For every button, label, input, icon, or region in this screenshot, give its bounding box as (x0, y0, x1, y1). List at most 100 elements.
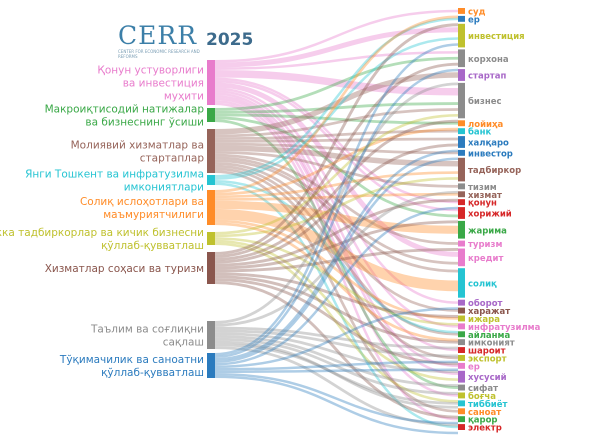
sankey-link (214, 237, 459, 326)
logo-wordmark: CERR (118, 21, 198, 50)
sankey-link (214, 129, 459, 140)
sankey-link (214, 239, 459, 381)
sankey-link (214, 77, 459, 204)
target-node (458, 157, 465, 182)
sankey-link (214, 9, 459, 63)
target-label: айланма (468, 331, 510, 341)
sankey-link (214, 157, 459, 363)
sankey-link (214, 164, 459, 336)
sankey-link (214, 108, 459, 138)
source-label-s8: Тўқимачилик ва саноатни қўллаб-қувватлаш (59, 354, 204, 379)
target-label: хусусий (468, 373, 507, 383)
sankey-link (214, 375, 459, 435)
sankey-link (214, 346, 459, 427)
target-label: суд (468, 7, 486, 17)
sankey-link (214, 281, 459, 419)
sankey-link (214, 368, 459, 373)
source-node-s7 (207, 321, 215, 349)
target-node (458, 23, 465, 48)
sankey-link (214, 206, 459, 366)
target-node (458, 8, 465, 14)
sankey-link (214, 100, 459, 397)
source-node-s5 (207, 232, 215, 245)
target-node (458, 82, 465, 119)
target-label: оборот (468, 298, 503, 309)
target-node (458, 191, 465, 198)
sankey-link (214, 329, 459, 358)
sankey-link (214, 332, 459, 374)
target-node (458, 392, 465, 399)
sankey-links (214, 9, 459, 435)
sankey-link (214, 127, 459, 196)
sankey-link (214, 242, 459, 403)
sankey-link (214, 56, 459, 111)
sankey-link (214, 70, 459, 96)
target-label: электр (468, 424, 502, 434)
sankey-link (214, 102, 459, 421)
target-label: тизим (468, 183, 497, 193)
sankey-link (214, 97, 459, 375)
sankey-link (214, 15, 459, 193)
target-label: туризм (468, 240, 502, 250)
sankey-link (214, 82, 459, 324)
target-label: стартап (468, 72, 506, 82)
target-label: хизмат (468, 191, 502, 201)
sankey-link (214, 159, 459, 273)
sankey-link (214, 114, 459, 235)
target-label: саноат (468, 408, 501, 418)
target-label: ер (468, 15, 480, 25)
sankey-link (214, 143, 459, 264)
target-node (458, 331, 465, 338)
sankey-link (214, 208, 459, 292)
source-node-s6 (207, 252, 215, 284)
target-node (458, 362, 465, 369)
source-label-s4: Солиқ ислоҳотлари ва маъмуриятчилиги (80, 196, 204, 221)
sankey-link (214, 92, 459, 352)
sankey-link (214, 170, 459, 413)
target-label: шароит (468, 347, 506, 357)
source-label-s2: Молиявий хизматлар ва стартаплар (71, 140, 205, 165)
sankey-link (214, 113, 459, 125)
target-label: инвестиция (468, 32, 525, 42)
target-node (458, 323, 465, 330)
source-label-s6: Хизматлар соҳаси ва туризм (45, 263, 204, 275)
sankey-link (214, 156, 459, 265)
target-node (458, 339, 465, 346)
target-node (458, 69, 465, 81)
sankey-link (214, 72, 459, 135)
target-label: ижара (468, 315, 500, 325)
target-label: хорижий (468, 210, 512, 220)
sankey-link (214, 90, 459, 328)
source-label-s0: Қонун устуворлиги ва инвестиция муҳити (97, 65, 204, 103)
sankey-link (214, 43, 459, 356)
sankey-link (214, 162, 459, 312)
sankey-link (214, 102, 459, 114)
source-node-s0 (207, 60, 215, 105)
target-node (458, 416, 465, 423)
target-label: қонун (468, 199, 497, 209)
sankey-link (214, 337, 459, 395)
target-label: экспорт (468, 354, 507, 364)
sankey-link (214, 119, 459, 261)
sankey-link (214, 343, 459, 405)
target-label: тиббиёт (468, 399, 507, 410)
sankey-link (214, 68, 459, 358)
target-node (458, 347, 465, 353)
target-node (458, 120, 465, 127)
target-node (458, 268, 465, 298)
target-label: банк (468, 127, 492, 138)
target-label: қарор (468, 416, 498, 426)
sankey-link (214, 326, 459, 350)
target-label: кредит (468, 254, 503, 264)
sankey-link (214, 182, 459, 429)
sankey-link (214, 190, 459, 327)
target-node (458, 199, 465, 206)
target-label: лойиҳа (468, 120, 503, 130)
sankey-link (214, 95, 459, 368)
source-label-s1: Макроиқтисодий натижалар ва бизнеснинг ўс… (45, 104, 205, 129)
target-node (458, 307, 465, 314)
target-node (458, 400, 465, 407)
sankey-link (214, 87, 459, 304)
